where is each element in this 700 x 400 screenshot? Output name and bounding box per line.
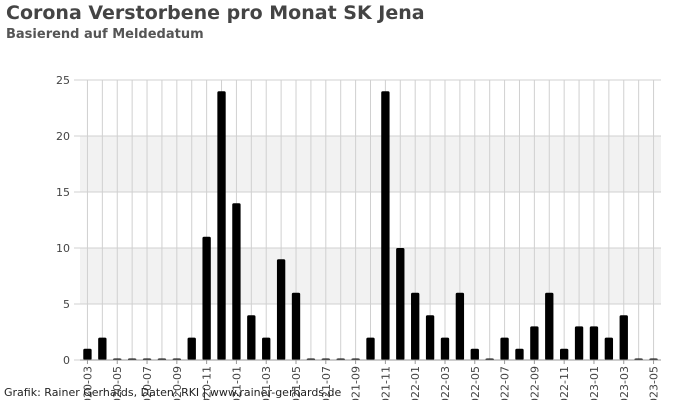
y-tick-label: 15 xyxy=(56,186,70,199)
x-tick-label: 2020-07 xyxy=(141,366,154,400)
y-tick-label: 0 xyxy=(63,354,70,367)
y-tick-label: 20 xyxy=(56,130,70,143)
x-tick-label: 2021-03 xyxy=(260,366,273,400)
x-tick-label: 2022-09 xyxy=(528,366,541,400)
bar-2023-02 xyxy=(604,337,614,360)
bar-2022-04 xyxy=(455,292,465,360)
bars xyxy=(83,91,658,360)
bar-2022-08 xyxy=(515,348,524,360)
bar-2022-05 xyxy=(470,348,479,360)
bar-2020-03 xyxy=(83,348,92,360)
x-tick-label: 2020-03 xyxy=(81,366,94,400)
credit-text: Grafik: Rainer Gerhards, Daten: RKI | ww… xyxy=(4,386,342,399)
bar-2020-12 xyxy=(217,91,226,360)
chart-title: Corona Verstorbene pro Monat SK Jena xyxy=(6,2,425,24)
x-tick-label: 2022-01 xyxy=(409,366,422,400)
y-tick-label: 5 xyxy=(63,298,70,311)
x-tick-label: 2022-11 xyxy=(558,366,571,400)
chart-subtitle: Basierend auf Meldedatum xyxy=(6,27,204,42)
x-tick-label: 2020-11 xyxy=(201,366,214,400)
x-tick-label: 2021-11 xyxy=(379,366,392,400)
bar-2021-02 xyxy=(247,315,256,360)
bar-2022-10 xyxy=(545,292,554,360)
x-tick-label: 2022-03 xyxy=(439,366,452,400)
bar-2021-01 xyxy=(232,203,241,360)
bar-2020-04 xyxy=(98,337,107,360)
x-tick-label: 2023-03 xyxy=(618,366,631,400)
bar-2020-11 xyxy=(202,236,211,360)
x-tick-label: 2023-01 xyxy=(588,366,601,400)
bar-2023-01 xyxy=(589,326,599,360)
bar-2022-11 xyxy=(559,348,569,360)
bar-2021-11 xyxy=(381,91,390,360)
x-tick-label: 2022-07 xyxy=(499,366,512,400)
bar-2021-10 xyxy=(366,337,375,360)
bar-2022-01 xyxy=(411,292,420,360)
x-tick-label: 2021-05 xyxy=(290,366,303,400)
bar-2021-03 xyxy=(262,337,271,360)
bar-2022-02 xyxy=(425,315,435,360)
bar-2022-09 xyxy=(530,326,539,360)
x-tick-label: 2021-07 xyxy=(320,366,333,400)
x-tick-label: 2022-05 xyxy=(469,366,482,400)
bar-2020-10 xyxy=(187,337,196,360)
x-tick-label: 2020-05 xyxy=(111,366,124,400)
bar-2021-04 xyxy=(276,259,286,360)
vertical-gridlines xyxy=(86,80,655,360)
bar-2023-03 xyxy=(619,315,628,360)
x-tick-label: 2021-01 xyxy=(230,366,243,400)
bar-2022-12 xyxy=(574,326,584,360)
y-axis-ticks: 0 5 10 15 20 25 xyxy=(56,74,70,367)
x-tick-label: 2023-05 xyxy=(648,366,661,400)
y-tick-label: 10 xyxy=(56,242,70,255)
bar-2022-03 xyxy=(440,337,450,360)
bar-2021-12 xyxy=(396,248,405,360)
y-tick-label: 25 xyxy=(56,74,70,87)
x-tick-label: 2020-09 xyxy=(171,366,184,400)
bar-2022-07 xyxy=(500,337,509,360)
x-tick-label: 2021-09 xyxy=(350,366,363,400)
x-axis-ticks: 2020-03 2020-05 2020-07 2020-09 2020-11 2021-… xyxy=(81,360,661,400)
bar-2021-05 xyxy=(291,292,301,360)
